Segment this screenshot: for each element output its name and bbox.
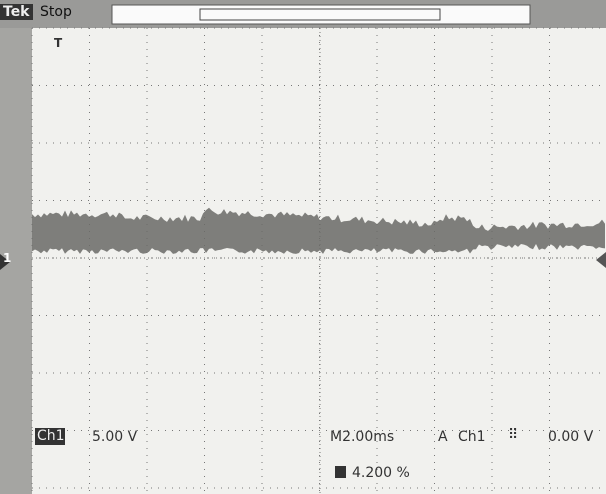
display [0, 0, 606, 494]
graticule [32, 28, 606, 494]
volts-per-div: 5.00 V [92, 429, 137, 445]
trigger-icon [335, 466, 346, 478]
trigger-position: 4.200 % [352, 465, 410, 481]
trigger-source: Ch1 [458, 429, 486, 445]
trigger-mode: A [438, 429, 448, 445]
slope-icon: ⠿ [508, 427, 518, 443]
status: Stop [40, 4, 72, 20]
record-bar [112, 5, 530, 24]
brand: Tek [0, 4, 33, 20]
right-arrow [596, 252, 606, 268]
trigger-level: 0.00 V [548, 429, 593, 445]
timebase: M2.00ms [330, 429, 394, 445]
trigger-marker: T [54, 36, 62, 50]
channel-label: Ch1 [37, 428, 65, 444]
waveform [32, 208, 605, 254]
channel-marker: 1 [3, 251, 11, 265]
oscilloscope-screen: Tek Stop T 1 Ch1 5.00 V M2.00ms A Ch1 ⠿ … [0, 0, 606, 494]
